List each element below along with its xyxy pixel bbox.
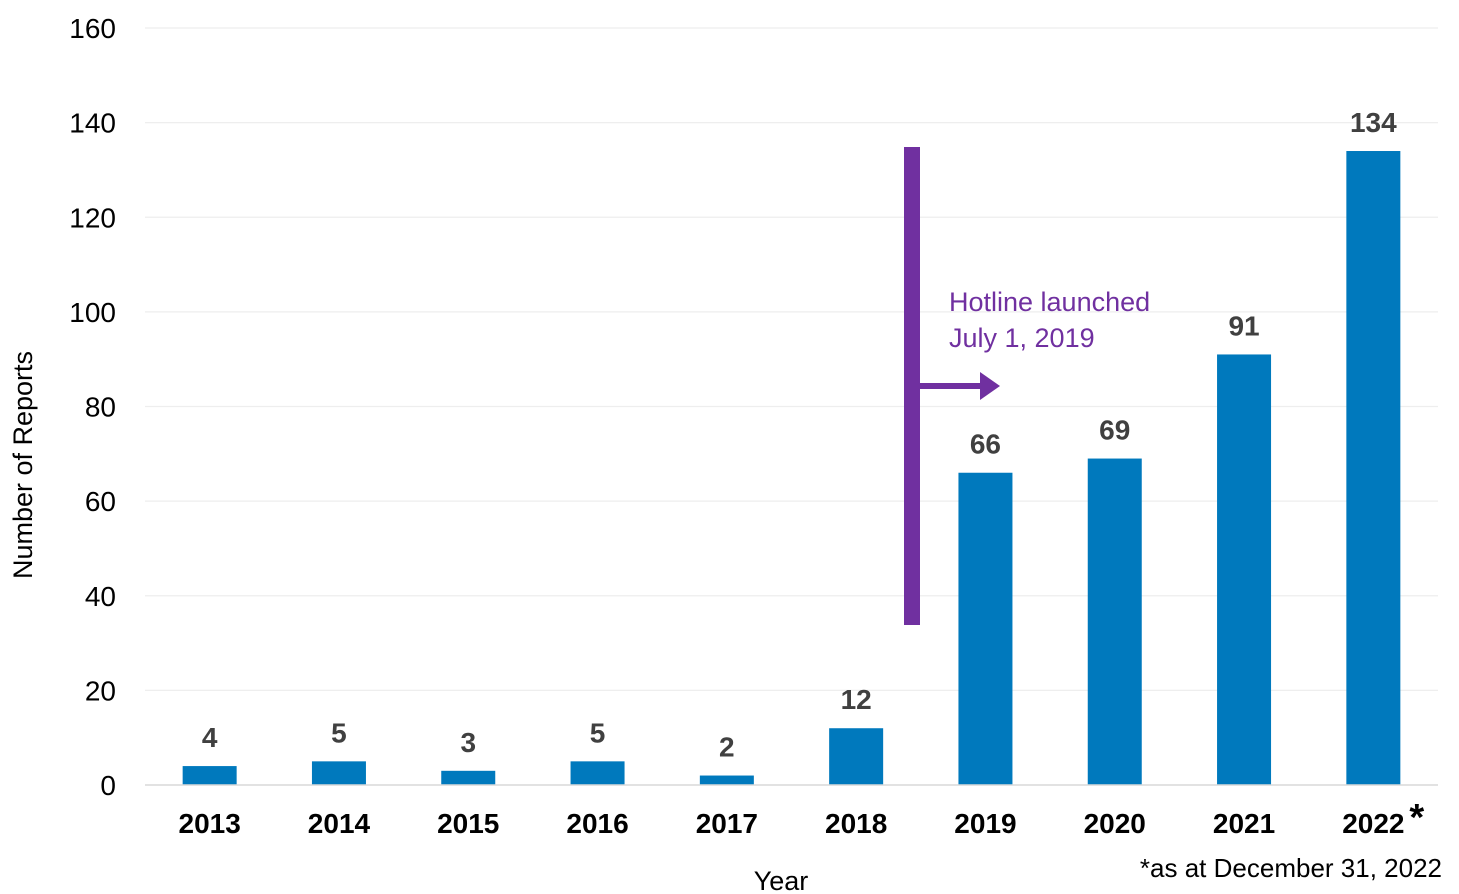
- bar-2013: [182, 766, 237, 785]
- x-tick-label-2021: 2021: [1213, 808, 1275, 839]
- bar-2020: [1087, 458, 1142, 785]
- x-axis-title: Year: [754, 866, 809, 894]
- data-label-2018: 12: [841, 684, 872, 715]
- data-label-2019: 66: [970, 429, 1001, 460]
- x-axis-ticks: 2013 2014 2015 2016 2017 2018 2019 2020 2021 2022: [179, 808, 1405, 839]
- y-tick-label: 60: [85, 486, 116, 517]
- data-label-2016: 5: [590, 717, 606, 748]
- data-label-2013: 4: [202, 722, 218, 753]
- y-tick-label: 160: [69, 13, 116, 44]
- x-tick-label-2016: 2016: [566, 808, 628, 839]
- bar-2022: [1346, 151, 1401, 785]
- hotline-annotation: Hotline launched July 1, 2019: [904, 147, 1150, 625]
- y-tick-label: 20: [85, 675, 116, 706]
- bars: [182, 151, 1401, 785]
- y-tick-label: 100: [69, 297, 116, 328]
- bar-2016: [570, 761, 625, 785]
- gridlines: [145, 27, 1438, 691]
- x-tick-label-2013: 2013: [179, 808, 241, 839]
- x-tick-label-2018: 2018: [825, 808, 887, 839]
- y-tick-label: 0: [100, 770, 116, 801]
- footnote: *as at December 31, 2022: [1140, 853, 1442, 883]
- y-axis-title: Number of Reports: [8, 351, 38, 579]
- bar-2014: [311, 761, 366, 785]
- annotation-arrow-head: [980, 372, 1000, 400]
- y-tick-label: 40: [85, 581, 116, 612]
- y-tick-label: 120: [69, 202, 116, 233]
- y-axis-ticks: 0 20 40 60 80 100 120 140 160: [69, 13, 116, 801]
- y-tick-label: 80: [85, 392, 116, 423]
- data-label-2014: 5: [331, 717, 347, 748]
- x-tick-label-2017: 2017: [696, 808, 758, 839]
- bar-2021: [1217, 354, 1272, 785]
- annotation-text-line1: Hotline launched: [949, 287, 1150, 317]
- bar-2017: [699, 775, 754, 785]
- x-tick-label-2019: 2019: [954, 808, 1016, 839]
- data-label-2020: 69: [1099, 415, 1130, 446]
- x-tick-label-2022: 2022: [1342, 808, 1404, 839]
- data-label-2015: 3: [460, 727, 476, 758]
- x-tick-label-2014: 2014: [308, 808, 371, 839]
- bar-2018: [829, 728, 884, 785]
- x-tick-label-2015: 2015: [437, 808, 499, 839]
- y-tick-label: 140: [69, 108, 116, 139]
- data-labels: 4 5 3 5 2 12 66 69 91 134: [202, 107, 1397, 763]
- data-label-2021: 91: [1228, 310, 1259, 341]
- data-label-2017: 2: [719, 732, 735, 763]
- bar-2019: [958, 472, 1013, 785]
- x-tick-label-2020: 2020: [1084, 808, 1146, 839]
- bar-2015: [441, 770, 496, 785]
- annotation-text-line2: July 1, 2019: [949, 323, 1095, 353]
- annotation-vertical-bar: [904, 147, 920, 625]
- data-label-2022: 134: [1350, 107, 1397, 138]
- footnote-marker: *: [1409, 797, 1424, 839]
